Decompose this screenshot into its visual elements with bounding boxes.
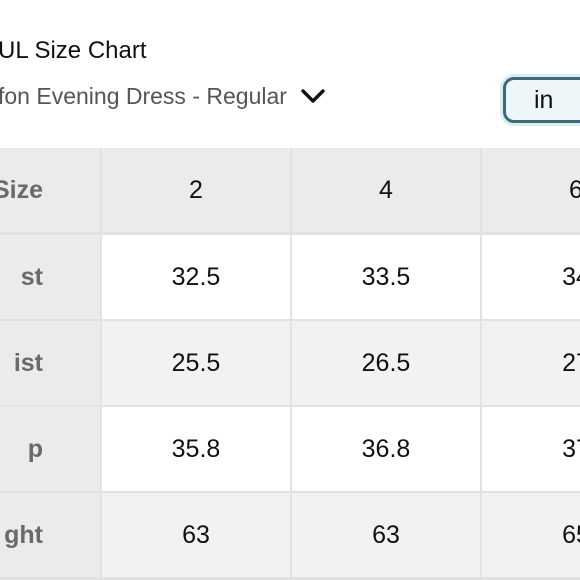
page-title: UL Size Chart <box>0 37 147 64</box>
unit-toggle-button[interactable]: in <box>503 77 580 123</box>
table-cell: 26.5 <box>292 321 480 405</box>
row-label: st <box>0 235 100 319</box>
header-size-label: Size <box>0 148 100 232</box>
table-cell: 36.8 <box>292 407 480 491</box>
row-label: p <box>0 407 100 491</box>
product-label: fon Evening Dress - Regular <box>0 82 287 109</box>
row-label: ght <box>0 493 100 577</box>
column-header: 2 <box>102 148 290 232</box>
table-cell: 63 <box>102 493 290 577</box>
table-cell: 25.5 <box>102 321 290 405</box>
row-label: ist <box>0 321 100 405</box>
product-dropdown[interactable]: fon Evening Dress - Regular <box>0 80 327 112</box>
column-header: 4 <box>292 148 480 232</box>
table-cell: 32.5 <box>102 235 290 319</box>
table-cell: 65 <box>482 493 580 577</box>
unit-label: in <box>534 85 554 114</box>
table-cell: 35.8 <box>102 407 290 491</box>
table-cell: 34 <box>482 235 580 319</box>
table-cell: 27 <box>482 321 580 405</box>
table-cell: 63 <box>292 493 480 577</box>
table-cell: 33.5 <box>292 235 480 319</box>
chevron-down-icon <box>301 89 325 103</box>
column-header: 6 <box>482 148 580 232</box>
table-cell: 37 <box>482 407 580 491</box>
